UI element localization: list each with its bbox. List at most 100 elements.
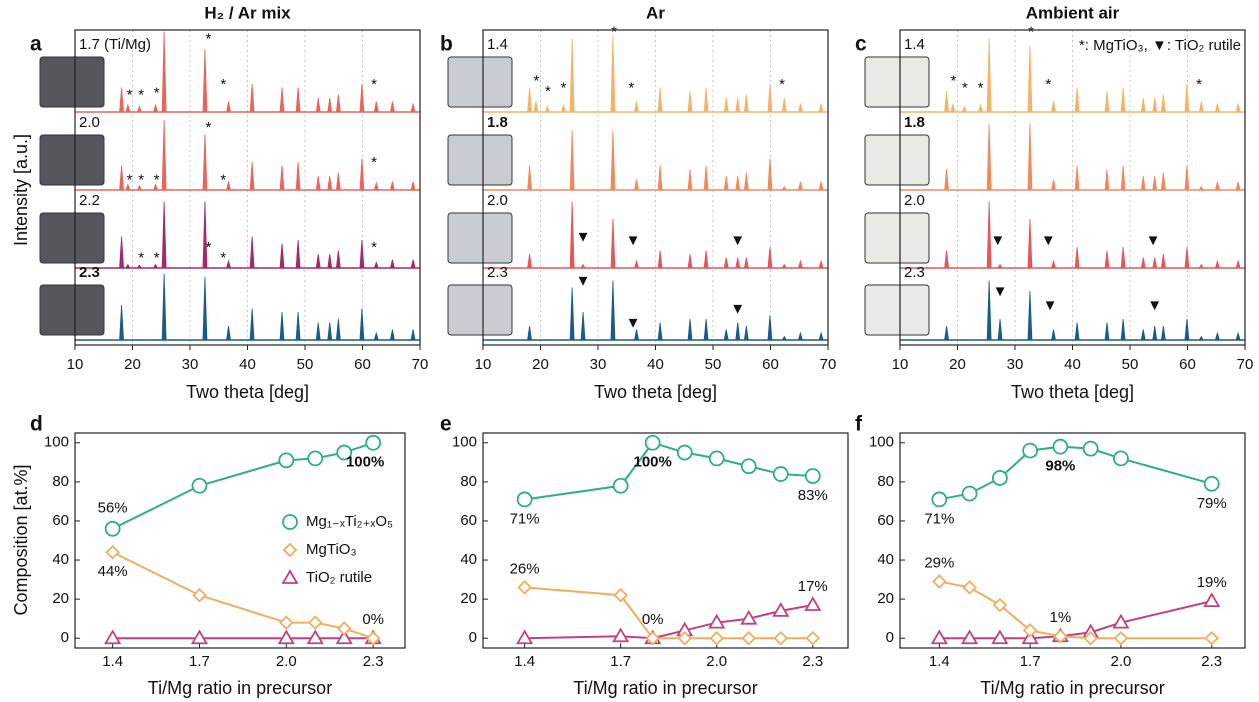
point [991,629,1009,645]
peak [152,183,159,191]
value-label: 79% [1197,495,1227,512]
value-label: 0% [362,611,384,628]
sample-photo [447,212,513,264]
point [740,609,758,625]
x-tick-label: 2.0 [276,653,297,670]
peak [527,87,533,113]
x-tick-label: 70 [1237,356,1254,373]
peak [327,322,333,341]
peak [161,31,167,113]
peak [997,263,1003,269]
point [613,587,628,603]
point [1052,438,1069,455]
peak [279,165,285,191]
x-tick-label: 30 [590,356,607,373]
phase-marker: * [154,171,160,188]
point [277,629,295,645]
phase-marker: * [138,171,144,188]
peak [136,105,142,113]
peak [703,318,709,341]
value-label: 17% [798,578,828,595]
peak [986,201,992,269]
point [365,434,382,451]
peak [687,90,693,113]
peak [743,325,749,341]
ratio-label: 1.4 [487,36,508,53]
peak [1152,325,1158,341]
legend-marker [282,514,298,530]
peak [1120,87,1126,113]
point [961,485,978,502]
peak [136,184,143,191]
point [365,630,381,646]
peak [657,87,663,113]
point [306,629,324,645]
phase-marker: * [127,171,133,188]
x-tick-label: 50 [1122,356,1139,373]
x-tick-label: 60 [354,356,371,373]
peak [373,181,379,191]
peak [1184,246,1190,269]
peak [1027,218,1033,269]
phase-marker: * [545,83,551,100]
peak [315,322,321,341]
peak [389,101,395,113]
phase-note: *: MgTiO₃, ▼: TiO₂ rutile [1079,37,1241,54]
peak [119,236,125,269]
peak [410,181,416,191]
ratio-label: 1.4 [904,36,925,53]
peak [1214,103,1220,113]
series-line [524,441,813,501]
x-tick-label: 30 [182,356,199,373]
peak [687,168,693,191]
peak [1140,257,1146,269]
peak [723,329,729,341]
plot-frame [899,432,1246,649]
point [932,574,947,589]
x-tick-label: 10 [475,356,492,373]
peak [797,103,803,113]
x-tick-label: 1.7 [189,653,210,670]
phase-marker: ▼ [1146,232,1161,249]
x-tick-label: 30 [1007,356,1024,373]
x-tick-label: 40 [1064,356,1081,373]
peak [295,239,301,269]
point [772,466,789,482]
peak [1104,322,1110,341]
peak [295,161,301,191]
panel-letter: e [440,413,452,436]
y-tick-label: 20 [52,590,69,607]
point [991,470,1008,486]
phase-marker: * [371,76,377,93]
peak [359,239,365,269]
peak [735,257,741,269]
point [677,630,692,646]
peak [767,83,773,113]
point [1204,630,1219,646]
phase-marker: * [561,79,567,96]
y-tick-label: 60 [52,512,69,529]
peak [279,87,285,113]
legend-label: Mg₁₋ₓTi₂₊ₓO₅ [306,513,393,530]
peak [1104,90,1110,113]
point [741,630,757,646]
point [517,580,532,595]
phase-marker: * [534,72,540,89]
peak [1027,290,1033,341]
peak [226,181,232,191]
y-tick-label: 60 [460,512,477,529]
peak [1214,331,1220,341]
point [278,452,295,469]
peak [1235,331,1241,341]
x-tick-label: 70 [412,356,429,373]
panel-title: Ar [646,3,665,22]
peak [767,246,773,269]
peak [703,250,709,269]
ratio-label: 2.3 [487,264,508,281]
peak [657,165,663,191]
point [930,629,948,645]
peak [944,325,950,341]
peak [580,263,586,269]
peak [202,201,208,269]
